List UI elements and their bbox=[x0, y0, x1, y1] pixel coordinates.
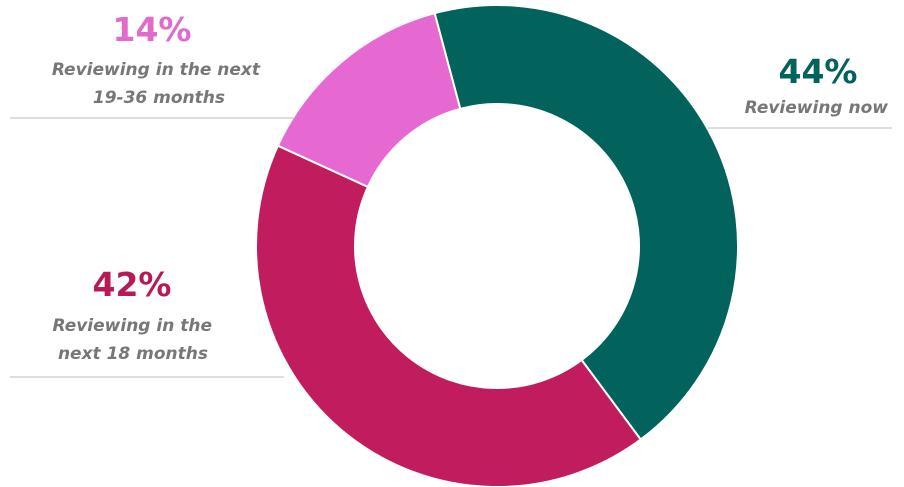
slice-value-label-next-18-months: 42% bbox=[93, 265, 172, 304]
slice-label-next-18-months-line-1: Reviewing in the bbox=[52, 316, 212, 336]
slice-label-next-19-36-months-line-2: 19-36 months bbox=[93, 88, 225, 108]
donut-slices bbox=[255, 4, 739, 487]
slice-label-next-18-months-line-2: next 18 months bbox=[58, 344, 208, 364]
slice-next-18-months bbox=[255, 144, 643, 487]
slice-label-reviewing-now: Reviewing now bbox=[745, 98, 889, 118]
slice-next-19-36-months bbox=[276, 11, 462, 189]
slice-value-label-reviewing-now: 44% bbox=[779, 52, 858, 91]
slice-labels: 44% Reviewing now 42% Reviewing in the n… bbox=[10, 10, 892, 378]
slice-reviewing-now bbox=[433, 4, 739, 441]
slice-label-next-19-36-months-line-1: Reviewing in the next bbox=[52, 60, 261, 80]
slice-value-label-next-19-36-months: 14% bbox=[113, 10, 192, 49]
